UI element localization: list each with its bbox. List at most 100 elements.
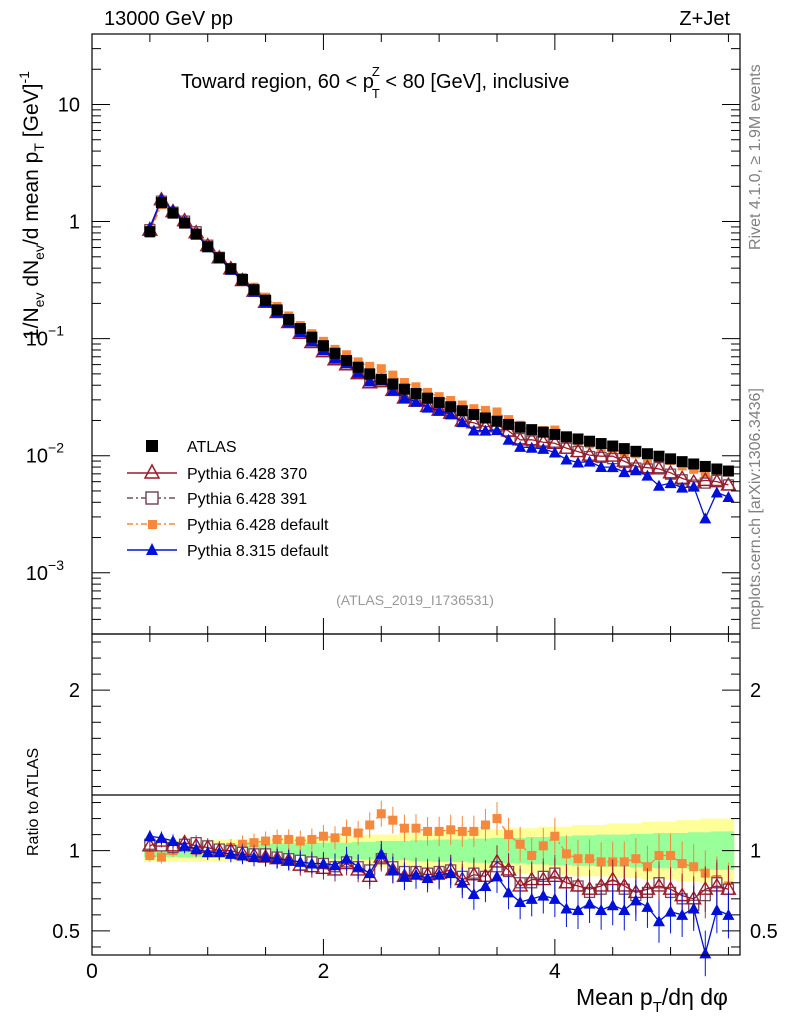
main-line-p391 <box>149 200 729 486</box>
ratio-point-pdef <box>631 854 641 864</box>
ratio-point-pdef <box>249 838 259 848</box>
ratio-point-p8 <box>618 904 631 916</box>
main-point-p370 <box>650 460 668 475</box>
main-point-pdef <box>469 404 479 414</box>
main-point-pdef <box>399 378 409 388</box>
main-point-p8 <box>676 481 689 493</box>
main-point-atlas <box>456 405 468 417</box>
main-point-atlas <box>549 428 561 440</box>
main-point-atlas <box>271 304 283 316</box>
legend-marker-p8 <box>146 543 158 555</box>
ratio-point-pdef <box>411 823 421 833</box>
ratio-y-tick-label-right: 1 <box>750 841 761 863</box>
main-point-p8 <box>606 461 619 473</box>
main-point-p8 <box>641 469 654 481</box>
ratio-point-p370 <box>500 861 517 876</box>
main-point-atlas <box>560 431 572 443</box>
main-y-label: 1/Nev dNev/d mean pT [GeV]-1 <box>16 71 47 340</box>
main-point-p8 <box>444 408 457 420</box>
ratio-point-pdef <box>261 836 271 846</box>
ratio-point-p8 <box>653 915 665 927</box>
main-point-atlas <box>306 331 318 343</box>
ratio-point-p370 <box>650 877 668 892</box>
main-point-atlas <box>491 415 503 427</box>
main-line-pdef <box>149 203 729 485</box>
main-point-atlas <box>410 387 422 399</box>
main-point-atlas <box>711 463 723 475</box>
main-point-atlas <box>144 226 156 238</box>
ratio-point-p370 <box>141 837 159 852</box>
ratio-point-pdef <box>654 850 664 860</box>
ratio-y-tick-label-left: 1 <box>69 841 80 863</box>
main-point-atlas <box>537 426 549 438</box>
main-point-atlas <box>190 228 202 240</box>
ratio-point-pdef <box>689 862 699 872</box>
main-point-atlas <box>375 373 387 385</box>
main-point-atlas <box>155 197 167 209</box>
ratio-point-pdef <box>446 825 456 835</box>
main-point-pdef <box>492 407 502 417</box>
main-point-atlas <box>317 340 329 352</box>
ratio-point-p8 <box>178 839 191 851</box>
ratio-point-pdef <box>492 814 502 824</box>
main-y-tick-exp: −3 <box>48 557 64 573</box>
ratio-y-tick-label-right: 0.5 <box>750 921 778 943</box>
ratio-point-pdef <box>388 815 398 825</box>
region-title-post: < 80 [GeV], inclusive <box>380 71 570 93</box>
main-point-atlas <box>167 207 179 219</box>
ratio-point-pdef <box>561 849 571 859</box>
main-point-p8 <box>502 433 515 445</box>
main-point-atlas <box>503 418 515 430</box>
main-point-p8 <box>456 416 469 428</box>
ratio-panel-series <box>141 800 737 977</box>
ratio-point-p8 <box>664 905 677 917</box>
ratio-point-p8 <box>143 830 156 842</box>
main-point-atlas <box>445 401 457 413</box>
legend-label-p8: Pythia 8.315 default <box>187 543 329 560</box>
main-point-atlas <box>260 294 272 306</box>
x-tick-label: 4 <box>549 960 561 983</box>
main-point-p8 <box>710 486 723 498</box>
main-point-atlas <box>676 456 688 468</box>
ratio-point-p8 <box>167 835 179 847</box>
main-point-p8 <box>525 441 538 453</box>
main-point-p8 <box>386 384 399 396</box>
legend: ATLAS Pythia 6.428 370 Pythia 6.428 391 … <box>127 439 329 560</box>
ratio-y-tick-label-left: 2 <box>69 680 80 702</box>
ratio-point-p8 <box>595 904 608 916</box>
ratio-point-pdef <box>642 862 652 872</box>
main-point-atlas <box>398 383 410 395</box>
ratio-point-p8 <box>363 867 376 879</box>
main-point-atlas <box>514 421 526 433</box>
ratio-point-pdef <box>307 834 317 844</box>
main-point-atlas <box>433 396 445 408</box>
ratio-point-pdef <box>469 826 479 836</box>
main-point-pdef <box>342 350 352 360</box>
ratio-point-p8 <box>722 908 735 920</box>
ratio-point-pdef <box>527 850 537 860</box>
ratio-point-pdef <box>457 826 467 836</box>
ratio-point-p8 <box>352 860 365 872</box>
main-point-atlas <box>688 458 700 470</box>
main-point-pdef <box>446 396 456 406</box>
ratio-point-pdef <box>318 831 328 841</box>
ratio-point-p8 <box>421 871 434 883</box>
main-y-tick-label: 10 <box>58 94 80 116</box>
legend-label-p370: Pythia 6.428 370 <box>187 466 307 483</box>
main-point-atlas <box>225 263 237 275</box>
ratio-point-p8 <box>525 892 538 904</box>
main-point-pdef <box>365 361 375 371</box>
main-point-atlas <box>283 313 295 325</box>
main-point-atlas <box>329 347 341 359</box>
ratio-point-p8 <box>687 902 700 914</box>
main-point-p370 <box>558 439 575 454</box>
ratio-point-p8 <box>375 847 388 859</box>
ratio-point-p8 <box>213 846 226 858</box>
main-y-tick-exp: −2 <box>48 440 64 456</box>
main-point-p8 <box>618 466 631 478</box>
ratio-point-p370 <box>604 871 621 886</box>
x-tick-label: 2 <box>318 960 330 983</box>
ratio-point-p370 <box>558 874 575 889</box>
main-point-atlas <box>387 378 399 390</box>
main-point-atlas <box>236 273 248 285</box>
